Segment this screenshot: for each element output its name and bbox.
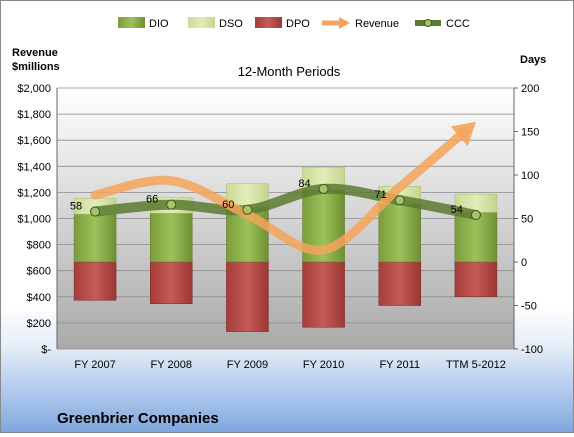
bar-dio xyxy=(454,212,498,263)
left-tick-label: $1,600 xyxy=(17,135,51,147)
left-tick-label: $- xyxy=(41,344,51,356)
right-tick-label: 50 xyxy=(521,214,533,226)
ccc-point xyxy=(318,183,329,194)
company-name: Greenbrier Companies xyxy=(57,410,219,427)
left-axis-ticks: $- $200 $400 $600 $800 $1,000 $1,200 $1,400 $1,6… xyxy=(17,83,51,356)
ccc-point xyxy=(394,195,405,206)
ccc-point xyxy=(90,206,101,217)
left-tick-label: $1,400 xyxy=(17,161,51,173)
legend-label: CCC xyxy=(446,18,470,30)
legend-swatch-dio xyxy=(118,17,145,28)
left-tick-label: $1,800 xyxy=(17,109,51,121)
chart-subtitle: 12-Month Periods xyxy=(238,64,341,79)
legend-label: DPO xyxy=(286,18,310,30)
bar-dio xyxy=(378,203,421,263)
category-label: FY 2010 xyxy=(303,359,344,371)
category-label: FY 2011 xyxy=(379,359,420,371)
legend-swatch-dso xyxy=(188,17,215,28)
left-tick-label: $200 xyxy=(27,318,51,330)
ccc-data-label: 84 xyxy=(298,178,310,190)
left-tick-label: $1,200 xyxy=(17,187,51,199)
right-tick-label: 0 xyxy=(521,257,527,269)
bar-dio xyxy=(73,213,117,263)
right-tick-label: 100 xyxy=(521,170,539,182)
bar-dpo xyxy=(454,261,498,298)
right-axis-ticks: -100 -50 0 50 100 150 200 xyxy=(514,83,543,356)
bar-dpo xyxy=(73,261,117,301)
line-revenue xyxy=(90,127,469,255)
legend-marker-ccc xyxy=(424,19,432,27)
category-label: FY 2007 xyxy=(74,359,115,371)
category-label: FY 2009 xyxy=(227,359,268,371)
revenue-arrowhead xyxy=(450,121,476,147)
right-tick-label: -100 xyxy=(521,344,543,356)
right-tick-label: -50 xyxy=(521,301,537,313)
series-lines: 58 66 60 84 71 54 xyxy=(70,121,481,255)
ccc-data-label: 60 xyxy=(222,199,234,211)
ccc-data-label: 58 xyxy=(70,201,82,213)
legend: DIO DSO DPO Revenue CCC xyxy=(118,17,470,30)
bar-dpo xyxy=(302,261,345,328)
left-tick-label: $800 xyxy=(27,240,51,252)
bar-dpo xyxy=(226,261,269,332)
right-tick-label: 200 xyxy=(521,83,539,95)
left-tick-label: $400 xyxy=(27,292,51,304)
legend-label: Revenue xyxy=(355,18,399,30)
ccc-data-label: 71 xyxy=(375,189,387,201)
left-axis-title-line1: Revenue xyxy=(12,47,58,59)
left-tick-label: $1,000 xyxy=(17,214,51,226)
legend-label: DSO xyxy=(219,18,243,30)
ccc-point xyxy=(470,210,481,221)
ccc-data-label: 54 xyxy=(451,204,463,216)
right-axis-title: Days xyxy=(520,54,546,66)
bar-dio xyxy=(150,213,193,263)
left-tick-label: $2,000 xyxy=(17,83,51,95)
ccc-point xyxy=(242,204,253,215)
right-tick-label: 150 xyxy=(521,127,539,139)
category-label: FY 2008 xyxy=(151,359,192,371)
line-ccc xyxy=(90,183,481,221)
ccc-point xyxy=(166,199,177,210)
ccc-data-label: 66 xyxy=(146,194,158,206)
legend-swatch-dpo xyxy=(255,17,282,28)
left-tick-label: $600 xyxy=(27,266,51,278)
category-labels: FY 2007 FY 2008 FY 2009 FY 2010 FY 2011 TTM 5… xyxy=(74,359,505,371)
bar-dpo xyxy=(378,261,421,306)
category-label: TTM 5-2012 xyxy=(446,359,506,371)
legend-label: DIO xyxy=(149,18,169,30)
bar-dpo xyxy=(150,261,193,305)
left-axis-title-line2: $millions xyxy=(12,61,60,73)
legend-arrow-revenue xyxy=(339,17,350,29)
